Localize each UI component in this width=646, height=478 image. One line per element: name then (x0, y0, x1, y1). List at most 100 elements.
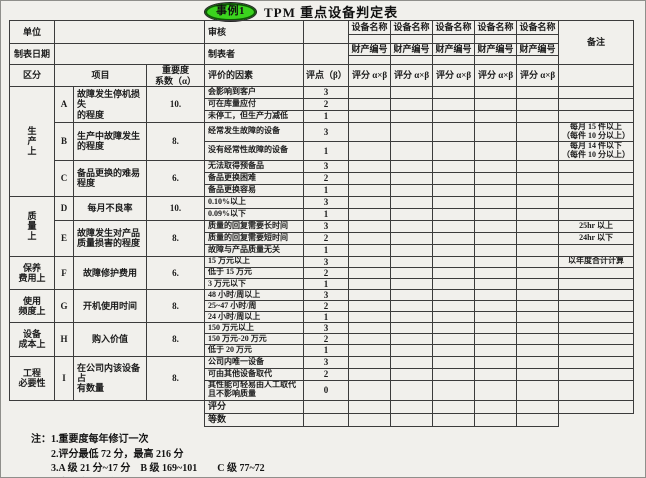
remark-cell (558, 379, 635, 401)
table-row: 150 万元-20 万元 2 (10, 333, 635, 346)
item-name: 故障修护费用 (73, 255, 147, 291)
table-row: 备品更换容易 1 (10, 183, 635, 197)
score-cell (390, 183, 434, 197)
remark-cell (558, 266, 635, 279)
score-cell (516, 379, 560, 401)
score-cell (474, 355, 518, 369)
alpha-cell: 8. (145, 355, 206, 401)
beta-cell: 1 (303, 207, 350, 221)
score-cell (474, 110, 518, 123)
beta-cell: 3 (303, 159, 350, 173)
item-letter: I (54, 355, 74, 401)
score-cell (474, 266, 518, 279)
beta-cell: 1 (303, 110, 350, 123)
category-cell: 质 量 上 (9, 195, 55, 257)
factor-cell: 可由其他设备取代 (204, 367, 305, 381)
remark-col-header-cell (558, 64, 635, 87)
score-cell (348, 255, 392, 268)
table-row: 单位 审核 设备名称 设备名称 设备名称 设备名称 设备名称 备注 (9, 20, 635, 65)
score-cell (348, 344, 392, 357)
score-cell (474, 300, 518, 313)
beta-cell: 1 (303, 311, 350, 324)
case-badge: 事例1 (204, 1, 257, 22)
item-name: 每月不良率 (73, 195, 147, 221)
score-cell (474, 86, 518, 99)
score-cell (516, 333, 560, 346)
remark-cell (558, 183, 635, 197)
beta-cell: 2 (303, 98, 350, 111)
beta-cell: 0 (303, 379, 350, 401)
equip-name-value-cell (432, 34, 476, 44)
score-cell (348, 207, 392, 221)
asset-no-value-cell (348, 55, 392, 65)
score-cell (348, 122, 392, 142)
score-cell (432, 333, 476, 346)
factor-cell: 15 万元以上 (204, 255, 305, 268)
table-row: 低于 15 万元 2 (10, 266, 635, 279)
score-cell (390, 86, 434, 99)
beta-cell: 2 (303, 300, 350, 313)
score-cell (474, 277, 518, 291)
score-cell (390, 140, 434, 161)
score-cell (474, 195, 518, 209)
score-cell (432, 266, 476, 279)
score-cell (390, 277, 434, 291)
remark-cell: 每月 15 件以上 （每件 10 分以上） (558, 122, 635, 142)
factor-cell: 150 万元以上 (204, 322, 305, 335)
beta-cell: 2 (303, 266, 350, 279)
score-cell (474, 367, 518, 381)
table-row: 3 万元以下 1 (10, 277, 635, 291)
total-score-label: 评分 (204, 399, 305, 414)
score-cell (390, 159, 434, 173)
score-cell (432, 86, 476, 99)
category-cell: 工程 必要性 (9, 355, 55, 401)
score-cell (348, 322, 392, 335)
beta-cell: 1 (303, 243, 350, 257)
item-name: 故障发生对产品 质量损害的程度 (73, 219, 147, 257)
score-cell (516, 219, 560, 233)
table-row: 设备 成本上 H 购入价值 8. 150 万元以上 3 (9, 322, 635, 357)
score-cell (432, 171, 476, 185)
score-cell (348, 231, 392, 245)
equip-name-header: 设备名称 (390, 20, 434, 35)
beta-cell: 2 (303, 231, 350, 245)
score-cell (390, 311, 434, 324)
score-cell (390, 266, 434, 279)
score-col-header: 评分 α×β (432, 64, 476, 87)
factor-cell: 备品更换容易 (204, 183, 305, 197)
factor-cell: 150 万元-20 万元 (204, 333, 305, 346)
score-cell (348, 159, 392, 173)
score-cell (432, 277, 476, 291)
beta-cell: 3 (303, 322, 350, 335)
score-cell (516, 266, 560, 279)
table-row: C 备品更换的难易 程度 6. 无法取得预备品 3 (10, 159, 635, 197)
score-cell (390, 333, 434, 346)
weight-col-header: 重要度 系数（α） (145, 64, 206, 87)
remark-cell: 24hr 以下 (558, 231, 635, 245)
score-col-header: 评分 α×β (348, 64, 392, 87)
score-cell (432, 183, 476, 197)
factor-cell: 48 小时/周以上 (204, 289, 305, 302)
beta-cell: 3 (303, 255, 350, 268)
page-title: TPM 重点设备判定表 (264, 5, 399, 20)
score-cell (432, 110, 476, 123)
score-cell (348, 171, 392, 185)
score-cell (348, 98, 392, 111)
table-row: 可由其他设备取代 2 (10, 367, 635, 381)
factor-col-header: 评价的因素 (204, 64, 305, 87)
review-value-cell (303, 20, 350, 44)
remark-cell (558, 110, 635, 123)
score-cell (432, 159, 476, 173)
score-cell (432, 399, 476, 414)
remark-cell (558, 159, 635, 173)
factor-cell: 25~47 小时/周 (204, 300, 305, 313)
score-cell (516, 412, 560, 427)
score-cell (474, 333, 518, 346)
score-cell (390, 98, 434, 111)
score-cell (432, 122, 476, 142)
item-name: 开机使用时间 (73, 289, 147, 324)
grade-beta-cell (303, 412, 350, 427)
score-cell (474, 122, 518, 142)
item-letter: B (54, 122, 74, 161)
score-cell (348, 300, 392, 313)
